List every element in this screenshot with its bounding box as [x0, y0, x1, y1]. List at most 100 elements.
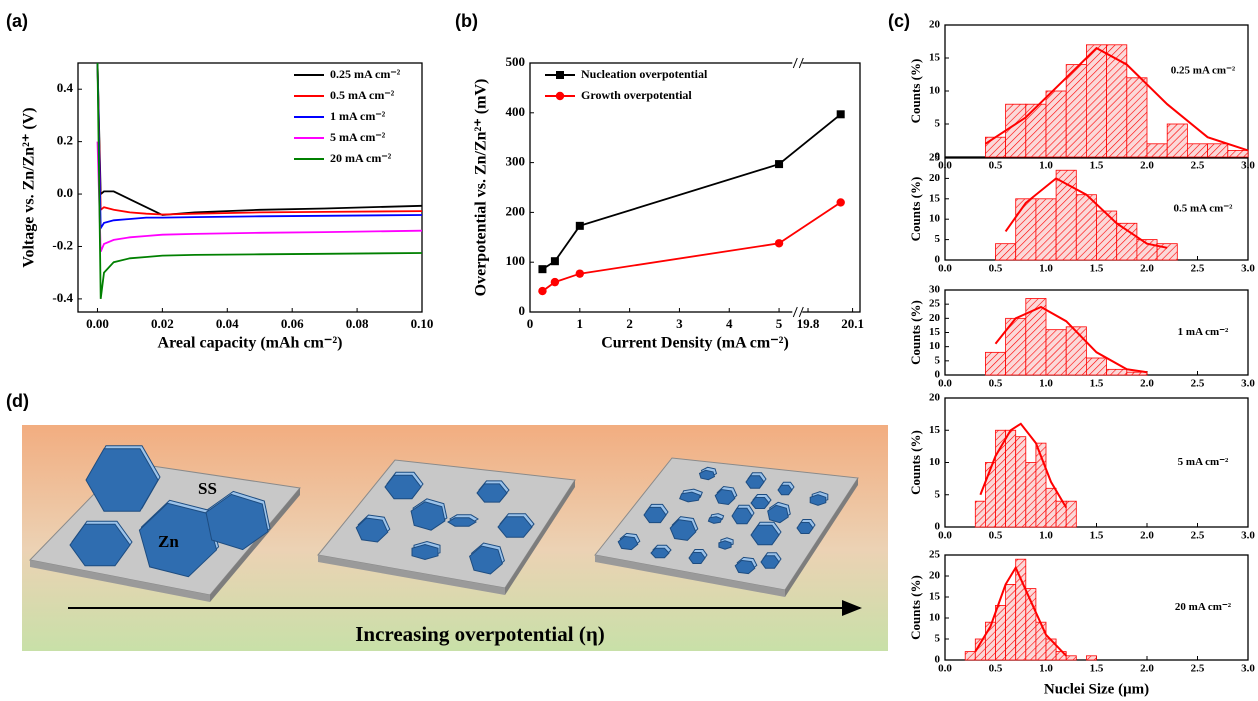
x-tick-label: 0.5: [989, 663, 1003, 675]
zn-nucleus: [384, 474, 422, 500]
fit-curve: [984, 46, 1249, 152]
zn-nucleus: [69, 523, 131, 567]
histogram-bar: [1015, 198, 1037, 261]
y-tick-label: 20: [929, 392, 941, 404]
y-tick-label: 15: [929, 192, 941, 204]
x-axis-label: Current Density (mA cm⁻²): [601, 335, 789, 352]
x-tick-label: 3.0: [1241, 378, 1255, 390]
chart: 0.0 0.5 1.0 1.5 2.0 2.5 3.0 0 5 10 15 20 25 Counts (%…: [908, 152, 1255, 275]
histogram-bar: [1187, 143, 1209, 158]
zn-nucleus: [688, 552, 706, 564]
panel-label: (a): [6, 11, 28, 31]
y-tick-label: -0.4: [52, 290, 73, 305]
histogram-bar: [1146, 143, 1168, 158]
zn-nucleus: [760, 555, 780, 569]
y-tick-label: 0: [935, 254, 941, 266]
y-tick-label: 20: [929, 312, 941, 324]
x-tick-label: 2.5: [1191, 263, 1205, 275]
histogram-bar: [1086, 44, 1108, 158]
fit-curve: [974, 565, 1067, 657]
x-axis-label: Nuclei Size (μm): [1044, 681, 1149, 697]
legend-label: 5 mA cm⁻²: [330, 130, 386, 144]
x-tick-label: 0.06: [281, 316, 304, 331]
legend-marker: [555, 91, 565, 101]
zn-nucleus: [476, 483, 508, 503]
x-tick-label: 3.0: [1241, 530, 1255, 542]
zn-nucleus: [745, 475, 765, 489]
annotation: 1 mA cm⁻²: [1178, 326, 1229, 338]
x-tick-label: 1.0: [1039, 160, 1053, 172]
x-tick-label: 0: [527, 316, 534, 331]
zn-nuclei: [69, 445, 829, 578]
x-tick-label: 1.0: [1039, 378, 1053, 390]
x-tick-label: 2.5: [1191, 378, 1205, 390]
chart: 0.00 0.02 0.04 0.06 0.08 0.10 -0.4 -0.2 0.0 0.2 0.…: [6, 11, 433, 352]
series-line: [96, 141, 423, 253]
histogram-bar: [1035, 198, 1057, 261]
y-axis-label: Counts (%): [908, 575, 923, 640]
histogram-bar: [995, 605, 1007, 661]
x-tick-label: 2.0: [1140, 530, 1154, 542]
x-tick-label: 3: [676, 316, 683, 331]
y-tick-label: 5: [935, 354, 941, 366]
x-tick-label: 2.5: [1191, 663, 1205, 675]
marker: [575, 221, 584, 230]
marker: [575, 269, 585, 278]
substrate-edge: [505, 480, 575, 595]
chart: 0.0 0.5 1.0 1.5 2.0 2.5 3.0 0 5 10 15 20 25 Nuclei Si…: [908, 549, 1255, 698]
histogram-bar: [1005, 584, 1017, 661]
y-tick-label: 0.0: [57, 185, 73, 200]
histogram-bar: [1096, 210, 1118, 261]
y-tick-label: 25: [929, 152, 941, 164]
x-tick-label: 0.5: [989, 160, 1003, 172]
y-tick-label: 100: [506, 253, 526, 268]
chart: 0.0 0.5 1.0 1.5 2.0 2.5 3.0 0 5 10 15 20 25 30 Counts …: [908, 284, 1255, 390]
axis-break-gap: [792, 309, 803, 315]
x-tick-label: 1.5: [1090, 160, 1104, 172]
y-axis-label: Overpotential vs. Zn/Zn²⁺ (mV): [473, 79, 490, 297]
y-tick-label: 0: [935, 654, 941, 666]
fit-curve: [979, 422, 1068, 509]
zn-nucleus: [650, 547, 670, 559]
histogram-bar: [1015, 558, 1027, 661]
x-tick-label: 1.0: [1039, 530, 1053, 542]
zn-nucleus: [809, 494, 827, 506]
legend-label: 0.5 mA cm⁻²: [330, 88, 395, 102]
x-tick-label: 0.04: [216, 316, 239, 331]
y-tick-label: 0: [935, 521, 941, 533]
x-tick-label: 1.5: [1090, 663, 1104, 675]
series-line: [96, 62, 423, 216]
zn-nucleus: [355, 517, 389, 543]
marker: [836, 110, 845, 119]
y-tick-label: 200: [506, 203, 526, 218]
series-line: [541, 201, 842, 292]
substrate-edge: [785, 478, 858, 597]
x-tick-label: 3.0: [1241, 663, 1255, 675]
y-axis-label: Counts (%): [908, 177, 923, 242]
x-tick-label: 0.10: [411, 316, 434, 331]
histogram-bar: [985, 462, 996, 528]
y-tick-label: 25: [929, 298, 941, 310]
x-tick-label: 5: [776, 316, 783, 331]
x-tick-label: 1.5: [1090, 378, 1104, 390]
plot-frame: [529, 62, 861, 313]
x-tick-label: 2.0: [1140, 663, 1154, 675]
annotation: 0.5 mA cm⁻²: [1174, 203, 1234, 215]
histogram-bar: [1035, 442, 1047, 528]
histogram-bar: [1065, 500, 1077, 528]
marker: [538, 265, 547, 274]
zn-nucleus: [410, 501, 446, 531]
y-tick-label: 25: [929, 549, 941, 561]
x-tick-label: 2.0: [1140, 160, 1154, 172]
y-tick-label: 30: [929, 284, 941, 296]
histogram-bar: [1045, 329, 1067, 376]
legend-label: 20 mA cm⁻²: [330, 151, 392, 165]
substrate-edge: [595, 555, 785, 597]
series-line: [96, 62, 423, 232]
zn-nucleus: [698, 469, 716, 481]
panel-label: (c): [888, 11, 910, 31]
y-tick-label: 300: [506, 154, 526, 169]
x-tick-label: 0.5: [989, 530, 1003, 542]
histogram-bar: [1035, 621, 1047, 661]
